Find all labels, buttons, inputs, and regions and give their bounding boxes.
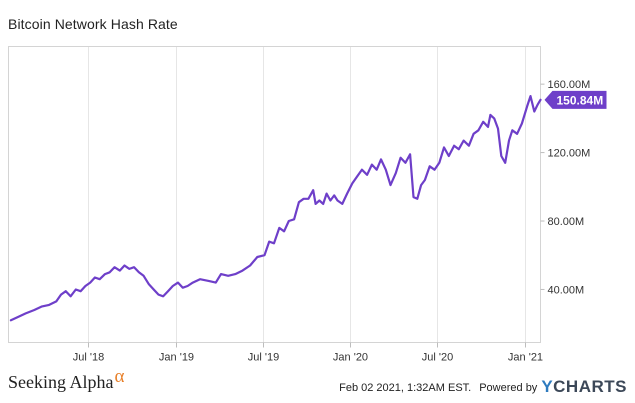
last-value-badge: 150.84M bbox=[544, 90, 607, 109]
last-value-text: 150.84M bbox=[557, 93, 604, 107]
x-tick-label: Jan '20 bbox=[333, 352, 368, 364]
y-tick-label: 80.00M bbox=[548, 216, 585, 228]
timestamp: Feb 02 2021, 1:32AM EST. bbox=[339, 382, 472, 394]
last-value-badge-shape bbox=[544, 90, 607, 109]
y-tick-label: 160.00M bbox=[548, 79, 591, 91]
x-tick-label: Jan '21 bbox=[508, 352, 543, 364]
x-axis-ticks: Jul '18 Jan '19 Jul '19 Jan '20 Jul '20 Jan '… bbox=[73, 342, 543, 364]
x-tick-label: Jan '19 bbox=[159, 352, 194, 364]
y-tick-label: 120.00M bbox=[548, 148, 591, 160]
y-tick-label: 40.00M bbox=[548, 284, 585, 296]
hash-rate-line bbox=[9, 95, 542, 322]
plot-frame bbox=[8, 46, 541, 343]
x-tick-label: Jul '18 bbox=[73, 352, 104, 364]
powered-by-label: Powered by bbox=[479, 382, 538, 394]
seeking-alpha-logo: Seeking Alphaα bbox=[8, 366, 125, 392]
chart-title: Bitcoin Network Hash Rate bbox=[8, 16, 178, 32]
chart-footer: Feb 02 2021, 1:32AM EST. Powered by YCHA… bbox=[339, 377, 627, 398]
y-axis-ticks: 40.00M 80.00M 120.00M 160.00M bbox=[540, 79, 591, 296]
vertical-gridlines bbox=[88, 46, 526, 343]
ycharts-logo: YCHARTS bbox=[541, 377, 627, 396]
x-tick-label: Jul '19 bbox=[248, 352, 279, 364]
x-tick-label: Jul '20 bbox=[422, 352, 453, 364]
